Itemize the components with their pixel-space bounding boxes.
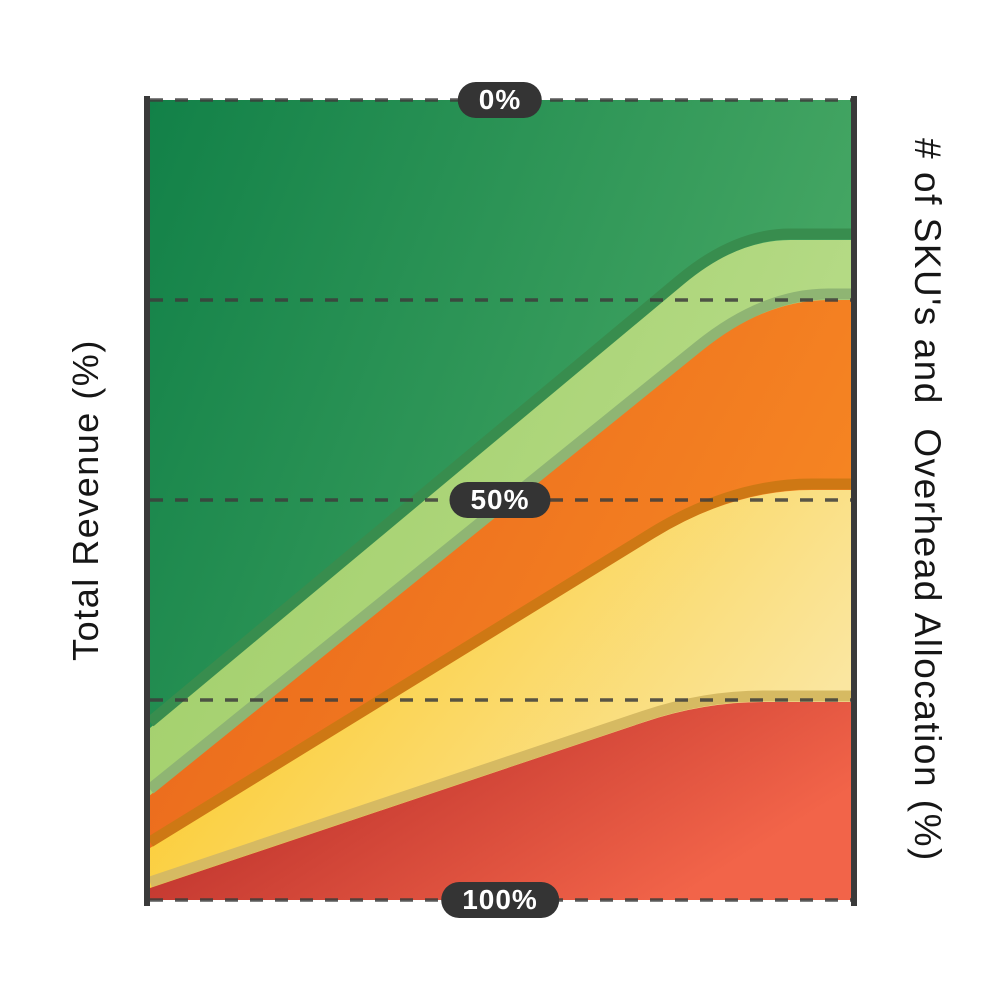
left-axis-line [144, 96, 150, 906]
band-red [150, 702, 851, 900]
tick-pill-100-label: 100% [462, 884, 538, 915]
tick-pill-50: 50% [449, 482, 551, 518]
x-axis-label: # of SKU's and Overhead Allocation (%) [907, 138, 948, 862]
band-orange-top-edge [150, 288, 851, 794]
plot-area [150, 100, 851, 900]
tick-pill-0: 0% [457, 82, 543, 118]
band-light-green-top-edge [150, 228, 851, 727]
y-axis-label: Total Revenue (%) [65, 339, 106, 661]
right-axis-line [851, 96, 857, 906]
tick-pill-100: 100% [441, 882, 559, 918]
band-yellow-top-edge [150, 478, 851, 847]
tick-pill-50-label: 50% [470, 484, 530, 515]
tick-pill-0-label: 0% [478, 84, 522, 115]
